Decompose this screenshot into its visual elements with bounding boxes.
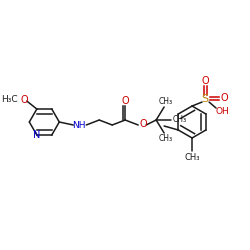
Text: CH₃: CH₃ bbox=[184, 154, 200, 162]
Text: O: O bbox=[20, 95, 28, 105]
Text: N: N bbox=[33, 130, 40, 140]
Text: OH: OH bbox=[215, 106, 229, 116]
Text: CH₃: CH₃ bbox=[159, 134, 173, 143]
Text: O: O bbox=[139, 119, 147, 129]
Text: O: O bbox=[202, 76, 209, 86]
Text: S: S bbox=[202, 94, 209, 104]
Text: NH: NH bbox=[72, 120, 86, 130]
Text: O: O bbox=[121, 96, 129, 106]
Text: O: O bbox=[220, 93, 228, 103]
Text: CH₃: CH₃ bbox=[159, 96, 173, 106]
Text: CH₃: CH₃ bbox=[173, 114, 187, 124]
Text: H₃C: H₃C bbox=[2, 94, 18, 104]
